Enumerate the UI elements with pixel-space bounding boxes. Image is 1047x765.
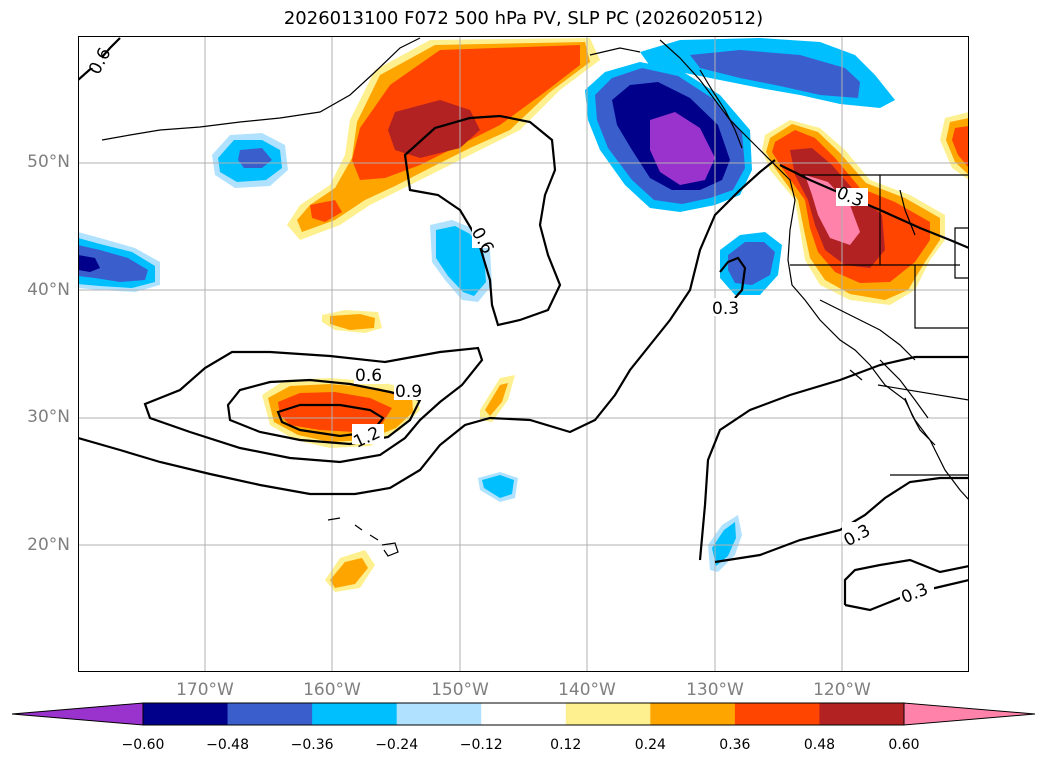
colorbar-segments (11, 702, 1036, 726)
colorbar-segment (734, 703, 820, 725)
colorbar-tick-label: −0.36 (290, 737, 334, 753)
lon-label-170w: 170°W (176, 680, 234, 700)
coastlines (101, 37, 968, 557)
contour-label-3: 0.3 (712, 299, 739, 319)
colorbar-tick-label: 0.60 (888, 737, 920, 753)
pv-negative-shading (79, 38, 895, 572)
colorbar-segment (819, 703, 905, 725)
colorbar-tick-label: −0.60 (121, 737, 165, 753)
contour-label-5: 0.9 (395, 382, 422, 402)
colorbar-tick-label: −0.48 (206, 737, 249, 753)
colorbar-tick-label: 0.36 (719, 737, 751, 753)
colorbar-segment (143, 703, 229, 725)
colorbar-segment (396, 703, 482, 725)
colorbar-outline (142, 702, 905, 726)
lon-label-150w: 150°W (431, 680, 489, 700)
graticule (79, 37, 968, 671)
colorbar-extend-min (11, 702, 144, 726)
colorbar (11, 702, 1036, 726)
colorbar-segment (650, 703, 736, 725)
colorbar-tick-label: 0.48 (803, 737, 836, 753)
colorbar-tick-label: −0.12 (459, 737, 503, 753)
colorbar-tick-label: 0.12 (550, 737, 582, 753)
lon-label-160w: 160°W (303, 680, 361, 700)
colorbar-tick-label: −0.24 (375, 737, 419, 753)
colorbar-extend-max (903, 702, 1036, 726)
colorbar-segment (481, 703, 567, 725)
colorbar-segment (312, 703, 398, 725)
colorbar-tick-label: 0.24 (634, 737, 666, 753)
lat-label-50n: 50°N (27, 152, 70, 172)
lon-label-140w: 140°W (558, 680, 616, 700)
lat-label-20n: 20°N (27, 535, 70, 555)
lon-label-130w: 130°W (686, 680, 744, 700)
map-canvas: 0.6 0.6 0.3 0.6 0.9 1.2 0.3 0.3 0.3 (79, 37, 968, 671)
contour-label-4: 0.6 (355, 366, 382, 386)
colorbar-segment (227, 703, 313, 725)
lat-label-40n: 40°N (27, 280, 70, 300)
map-title: 2026013100 F072 500 hPa PV, SLP PC (2026… (283, 8, 764, 29)
lon-label-120w: 120°W (813, 680, 871, 700)
slp-contours (79, 37, 968, 612)
colorbar-segment (565, 703, 651, 725)
lat-label-30n: 30°N (27, 407, 70, 427)
map-panel: 0.6 0.6 0.3 0.6 0.9 1.2 0.3 0.3 0.3 (78, 36, 969, 672)
